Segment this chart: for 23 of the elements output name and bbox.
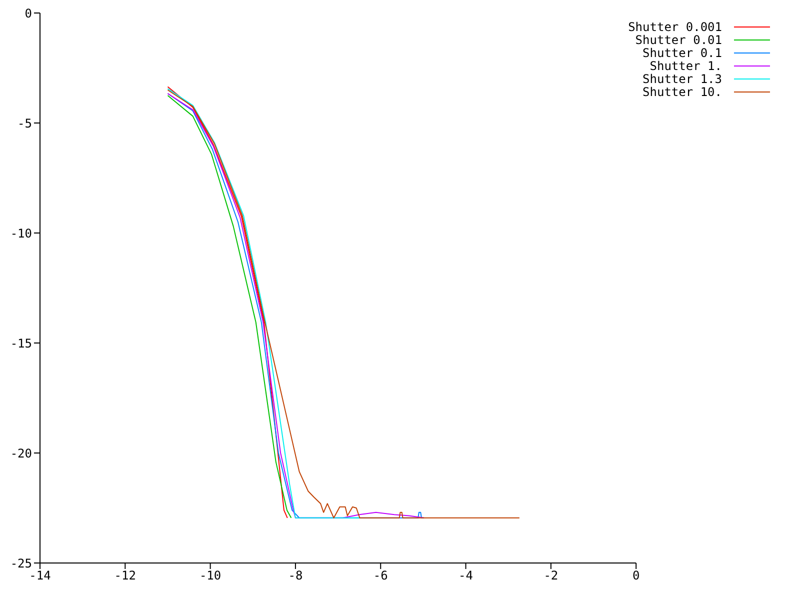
y-tick-label: -25 <box>10 556 32 570</box>
y-tick-label: 0 <box>24 6 32 20</box>
x-tick-label: -6 <box>373 568 388 583</box>
x-tick-label: -12 <box>114 568 136 583</box>
x-tick-label: -2 <box>544 568 558 583</box>
legend-label: Shutter 0.001 <box>628 20 722 34</box>
x-tick-label: -4 <box>458 568 473 583</box>
line-series <box>167 88 360 518</box>
y-tick-label: -20 <box>10 446 32 460</box>
line-series <box>167 93 425 518</box>
legend-label: Shutter 1. <box>650 58 722 72</box>
legend-label: Shutter 0.01 <box>635 32 722 46</box>
line-series <box>167 90 520 518</box>
x-tick-label: -8 <box>288 568 303 583</box>
legend-label: Shutter 1.3 <box>642 72 722 86</box>
x-tick-label: -14 <box>29 568 51 583</box>
legend-label: Shutter 0.1 <box>642 46 722 60</box>
x-tick-label: 0 <box>632 568 640 583</box>
y-tick-label: -5 <box>18 116 32 130</box>
x-tick-label: -10 <box>199 568 222 583</box>
y-tick-label: -10 <box>10 226 32 240</box>
legend-label: Shutter 10. <box>642 84 722 98</box>
y-tick-label: -15 <box>10 336 32 350</box>
